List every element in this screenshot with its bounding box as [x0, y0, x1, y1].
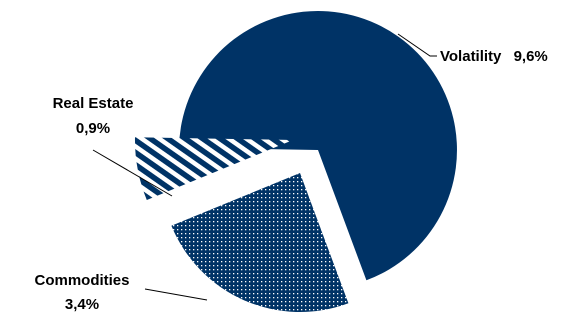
slice-value-real-estate: 0,9%: [76, 120, 110, 137]
slice-name-commodities: Commodities: [34, 272, 129, 289]
leader-line-real-estate: [92, 149, 173, 197]
slice-value-volatility: 9,6%: [514, 48, 548, 65]
pie-slice-volatility: [179, 11, 457, 281]
leader-line-commodities: [144, 288, 208, 301]
slice-label-volatility: Volatility 9,6%: [440, 48, 548, 65]
slice-value-commodities: 3,4%: [65, 296, 99, 313]
slice-name-volatility: Volatility: [440, 48, 502, 65]
pie-slice-real-estate: [134, 137, 293, 200]
leader-line-volatility: [397, 33, 437, 57]
pie-slice-commodities: [171, 173, 349, 313]
slice-name-real-estate: Real Estate: [53, 95, 134, 112]
